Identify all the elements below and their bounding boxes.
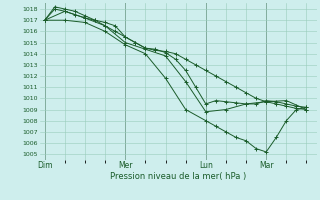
- X-axis label: Pression niveau de la mer( hPa ): Pression niveau de la mer( hPa ): [110, 172, 246, 181]
